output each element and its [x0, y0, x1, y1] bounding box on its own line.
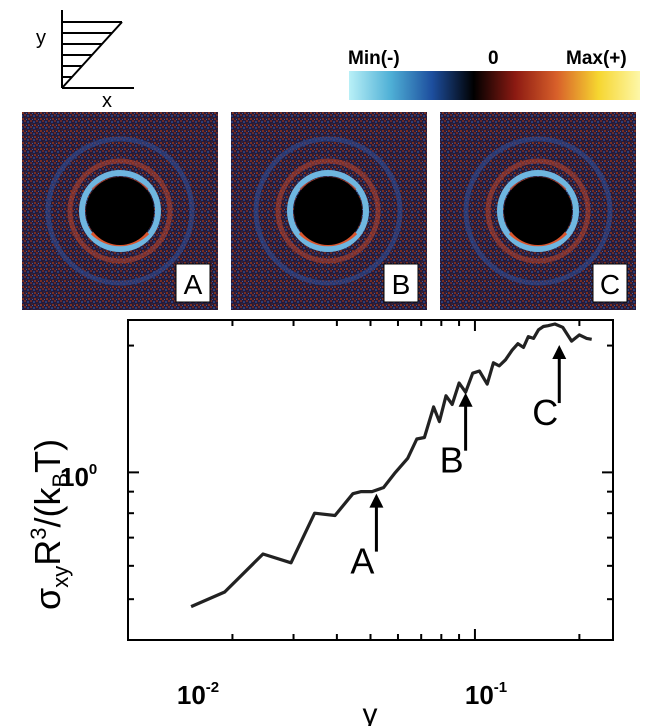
panel-c: C [440, 112, 636, 310]
panel-a-label: A [184, 269, 203, 300]
colorbar-max-label: Max(+) [566, 48, 627, 69]
x-axis-label: γ [363, 698, 378, 726]
y-tick-label-100: 100 [60, 461, 97, 492]
colorbar: Min(-) 0 Max(+) [348, 48, 640, 100]
annotation-arrow-head [552, 345, 567, 360]
x-tick-label-10-1: 10-1 [465, 679, 507, 710]
y-ticks [128, 344, 613, 641]
shear-schematic: y x [36, 10, 134, 112]
plot-frame [127, 319, 614, 641]
series-line-0 [190, 322, 592, 609]
x-ticks [127, 320, 581, 640]
y-label-open: /(k [27, 487, 68, 528]
y-axis-label: σxyR3/(kBT) [26, 439, 73, 610]
y-label-R: R [27, 540, 68, 566]
annotation-label: C [532, 392, 558, 433]
annotation-b: B [440, 392, 473, 481]
y-label-sigma: σ [27, 588, 68, 610]
y-label-3: 3 [26, 528, 51, 540]
y-label-xy: xy [48, 566, 73, 588]
annotation-label: B [440, 440, 464, 481]
schematic-y-label: y [36, 27, 46, 49]
series-layer [190, 322, 592, 609]
schematic-x-label: x [102, 90, 112, 112]
stress-strain-chart: ABC 100 10-2 10-1 γ σxyR3/(kBT) [26, 319, 614, 726]
colorbar-strip [349, 71, 640, 100]
panel-c-label: C [600, 269, 620, 300]
panel-b: B [231, 112, 427, 310]
panel-a: A [22, 112, 218, 310]
x-tick-label-10-2: 10-2 [177, 679, 219, 710]
annotation-c: C [532, 345, 567, 433]
annotation-a: A [350, 493, 384, 582]
panel-b-label: B [392, 269, 411, 300]
annotations-layer: A B C [350, 345, 567, 582]
colorbar-min-label: Min(-) [348, 48, 400, 69]
y-label-B: B [48, 473, 73, 488]
y-label-close: T) [27, 439, 68, 473]
annotation-arrow-head [458, 392, 473, 407]
annotation-label: A [350, 541, 374, 582]
colorbar-zero-label: 0 [488, 48, 499, 69]
annotation-arrow-head [369, 493, 384, 508]
